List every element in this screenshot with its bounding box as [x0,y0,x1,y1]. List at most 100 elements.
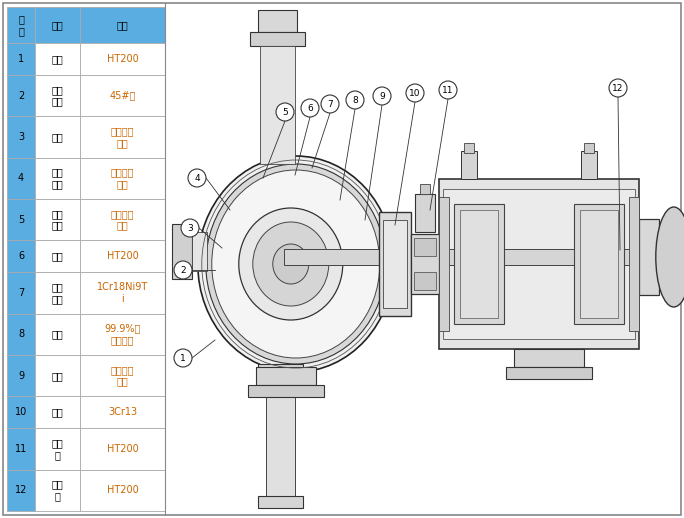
Bar [464,143,474,153]
Circle shape [406,84,424,102]
Bar [7,75,35,116]
Bar [80,428,165,470]
Text: 序
号: 序 号 [18,14,24,36]
Bar [35,157,80,199]
Bar [172,234,198,268]
Text: 7: 7 [327,99,333,108]
Bar [167,5,681,513]
Text: 12: 12 [612,83,624,93]
Text: 1: 1 [18,54,24,64]
Bar [35,470,80,511]
Text: 泵盖
衬里: 泵盖 衬里 [51,209,64,231]
Text: 6: 6 [18,251,24,261]
Text: 1: 1 [180,353,186,363]
Ellipse shape [253,222,329,306]
Text: 6: 6 [307,104,313,112]
Bar [460,210,498,318]
Bar [80,7,165,43]
Text: 10: 10 [409,89,421,97]
Text: 联轴
器: 联轴 器 [51,480,64,501]
Bar [261,46,295,164]
Bar [7,7,35,43]
Ellipse shape [212,170,380,358]
Text: 8: 8 [18,329,24,339]
Text: 动环: 动环 [51,371,64,381]
Text: 聚全氟乙
丙烯: 聚全氟乙 丙烯 [111,209,134,231]
Text: 2: 2 [18,91,24,100]
Bar [80,313,165,355]
Circle shape [321,95,339,113]
Bar [7,272,35,313]
Bar [7,157,35,199]
Bar [639,219,659,295]
Text: 聚全氟乙
丙烯: 聚全氟乙 丙烯 [111,167,134,189]
Bar [443,189,635,339]
Bar [35,199,80,240]
Bar [7,199,35,240]
Bar [629,197,639,331]
Text: 名称: 名称 [51,20,64,30]
Bar [453,204,504,324]
Text: 5: 5 [18,214,24,225]
Bar [420,184,430,194]
Circle shape [346,91,364,109]
Text: 泵盖: 泵盖 [51,251,64,261]
Bar [35,272,80,313]
Bar [414,238,436,256]
Circle shape [181,219,199,237]
Bar [80,199,165,240]
Text: 轴承
体: 轴承 体 [51,438,64,459]
Text: 11: 11 [15,444,27,454]
Text: 叶轮: 叶轮 [51,132,64,142]
Bar [259,496,303,508]
Bar [574,204,624,324]
Bar [438,179,639,349]
Bar [284,249,684,265]
Bar [80,43,165,75]
Text: 材质: 材质 [117,20,129,30]
Circle shape [439,81,457,99]
Bar [35,240,80,272]
Bar [383,220,407,308]
Text: 3Cr13: 3Cr13 [108,407,137,418]
Circle shape [188,169,206,187]
Text: 1Cr18Ni9T
i: 1Cr18Ni9T i [97,282,148,304]
Bar [35,75,80,116]
Text: 10: 10 [15,407,27,418]
Bar [35,313,80,355]
Bar [514,349,583,367]
Text: HT200: HT200 [107,251,138,261]
Circle shape [276,103,294,121]
Bar [659,235,684,279]
Bar [80,272,165,313]
Text: 4: 4 [18,174,24,183]
Bar [379,212,411,316]
Bar [259,364,303,382]
Text: 9: 9 [18,371,24,381]
Circle shape [174,261,192,279]
Ellipse shape [206,164,386,364]
Bar [80,355,165,396]
Bar [7,355,35,396]
Circle shape [373,87,391,105]
Bar [80,396,165,428]
Bar [580,210,618,318]
Text: HT200: HT200 [107,444,138,454]
Text: 99.9%氧
化铝陶瓷: 99.9%氧 化铝陶瓷 [105,324,141,345]
Bar [35,116,80,157]
Bar [35,43,80,75]
Bar [7,428,35,470]
Bar [7,116,35,157]
Text: 叶轮
骨架: 叶轮 骨架 [51,85,64,106]
Bar [411,234,438,294]
Ellipse shape [656,207,684,307]
Circle shape [174,349,192,367]
Bar [256,367,316,385]
Bar [35,355,80,396]
Text: 7: 7 [18,288,24,298]
Bar [80,470,165,511]
Bar [80,157,165,199]
Bar [80,116,165,157]
Circle shape [609,79,627,97]
Bar [35,396,80,428]
